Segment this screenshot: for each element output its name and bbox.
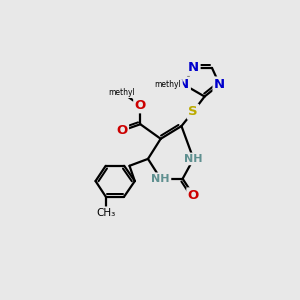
Text: methyl: methyl <box>152 80 182 89</box>
Text: methyl: methyl <box>154 80 181 89</box>
Text: methyl: methyl <box>107 88 136 97</box>
Text: methyl: methyl <box>109 88 135 97</box>
Text: S: S <box>188 105 198 118</box>
Text: NH: NH <box>152 174 170 184</box>
Text: NH: NH <box>184 154 203 164</box>
Text: O: O <box>135 99 146 112</box>
Text: N: N <box>214 78 225 91</box>
Text: O: O <box>188 189 199 202</box>
Text: O: O <box>116 124 128 137</box>
Text: N: N <box>188 61 199 74</box>
Text: CH₃: CH₃ <box>96 208 115 218</box>
Text: N: N <box>178 78 189 91</box>
